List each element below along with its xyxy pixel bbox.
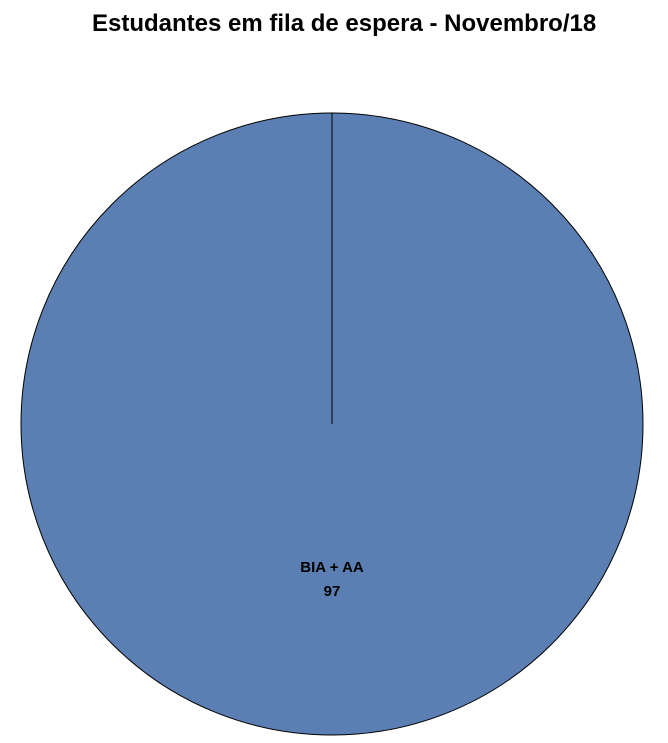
slice-label-category: BIA + AA xyxy=(300,559,364,576)
slice-label-value: 97 xyxy=(324,583,341,600)
chart-title: Estudantes em fila de espera - Novembro/… xyxy=(92,10,597,37)
